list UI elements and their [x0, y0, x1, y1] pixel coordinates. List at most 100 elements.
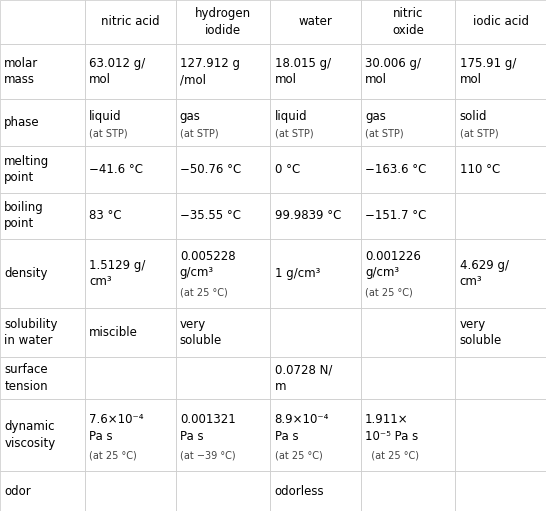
Bar — [361, 43, 455, 99]
Bar — [455, 193, 546, 239]
Text: 1.5129 g/
cm³: 1.5129 g/ cm³ — [89, 259, 146, 288]
Bar — [270, 471, 361, 511]
Bar — [175, 99, 270, 146]
Text: 0.0728 N/
m: 0.0728 N/ m — [275, 363, 332, 393]
Bar — [175, 0, 270, 43]
Bar — [0, 99, 85, 146]
Text: melting
point: melting point — [4, 155, 50, 184]
Text: 18.015 g/
mol: 18.015 g/ mol — [275, 57, 331, 86]
Text: 8.9×10⁻⁴
Pa s: 8.9×10⁻⁴ Pa s — [275, 413, 329, 443]
Text: gas: gas — [365, 110, 386, 124]
Text: very
soluble: very soluble — [460, 318, 502, 347]
Bar — [175, 308, 270, 357]
Text: very
soluble: very soluble — [180, 318, 222, 347]
Bar — [455, 99, 546, 146]
Bar — [270, 99, 361, 146]
Text: nitric acid: nitric acid — [101, 15, 159, 28]
Bar — [175, 43, 270, 99]
Text: −41.6 °C: −41.6 °C — [89, 163, 143, 176]
Text: 127.912 g
/mol: 127.912 g /mol — [180, 57, 240, 86]
Text: −35.55 °C: −35.55 °C — [180, 209, 241, 222]
Text: dynamic
viscosity: dynamic viscosity — [4, 421, 56, 450]
Text: odorless: odorless — [275, 484, 324, 498]
Bar — [0, 399, 85, 471]
Text: phase: phase — [4, 116, 40, 129]
Text: solubility
in water: solubility in water — [4, 318, 58, 347]
Bar — [0, 193, 85, 239]
Bar — [270, 43, 361, 99]
Text: 7.6×10⁻⁴
Pa s: 7.6×10⁻⁴ Pa s — [89, 413, 144, 443]
Text: (at STP): (at STP) — [89, 128, 128, 138]
Text: 30.006 g/
mol: 30.006 g/ mol — [365, 57, 421, 86]
Text: (at STP): (at STP) — [365, 128, 403, 138]
Text: water: water — [299, 15, 333, 28]
Text: (at STP): (at STP) — [275, 128, 313, 138]
Bar — [85, 99, 175, 146]
Bar — [455, 357, 546, 399]
Text: 110 °C: 110 °C — [460, 163, 500, 176]
Bar — [455, 239, 546, 308]
Text: −163.6 °C: −163.6 °C — [365, 163, 426, 176]
Text: solid: solid — [460, 110, 487, 124]
Bar — [85, 43, 175, 99]
Text: 83 °C: 83 °C — [89, 209, 122, 222]
Text: 1.911×
10⁻⁵ Pa s: 1.911× 10⁻⁵ Pa s — [365, 413, 418, 443]
Bar — [270, 0, 361, 43]
Bar — [455, 399, 546, 471]
Bar — [361, 239, 455, 308]
Text: 175.91 g/
mol: 175.91 g/ mol — [460, 57, 516, 86]
Bar — [270, 357, 361, 399]
Text: hydrogen
iodide: hydrogen iodide — [195, 7, 251, 37]
Text: density: density — [4, 267, 48, 280]
Text: 0.005228
g/cm³: 0.005228 g/cm³ — [180, 250, 235, 279]
Bar — [361, 193, 455, 239]
Bar — [0, 0, 85, 43]
Bar — [85, 0, 175, 43]
Text: nitric
oxide: nitric oxide — [392, 7, 424, 37]
Bar — [0, 43, 85, 99]
Text: 0.001226
g/cm³: 0.001226 g/cm³ — [365, 250, 421, 279]
Bar — [455, 43, 546, 99]
Bar — [85, 399, 175, 471]
Bar — [0, 308, 85, 357]
Bar — [361, 471, 455, 511]
Bar — [175, 399, 270, 471]
Bar — [361, 146, 455, 193]
Bar — [361, 308, 455, 357]
Text: gas: gas — [180, 110, 201, 124]
Text: liquid: liquid — [89, 110, 122, 124]
Text: molar
mass: molar mass — [4, 57, 39, 86]
Bar — [361, 99, 455, 146]
Text: 4.629 g/
cm³: 4.629 g/ cm³ — [460, 259, 509, 288]
Bar — [0, 146, 85, 193]
Bar — [85, 193, 175, 239]
Text: −151.7 °C: −151.7 °C — [365, 209, 426, 222]
Bar — [0, 471, 85, 511]
Bar — [0, 357, 85, 399]
Text: liquid: liquid — [275, 110, 307, 124]
Text: (at 25 °C): (at 25 °C) — [275, 450, 322, 460]
Bar — [455, 471, 546, 511]
Bar — [270, 308, 361, 357]
Text: (at 25 °C): (at 25 °C) — [365, 288, 413, 298]
Bar — [0, 239, 85, 308]
Bar — [175, 193, 270, 239]
Text: iodic acid: iodic acid — [473, 15, 529, 28]
Text: 1 g/cm³: 1 g/cm³ — [275, 267, 320, 280]
Bar — [361, 357, 455, 399]
Text: miscible: miscible — [89, 326, 138, 339]
Bar — [85, 239, 175, 308]
Bar — [455, 0, 546, 43]
Text: 99.9839 °C: 99.9839 °C — [275, 209, 341, 222]
Text: surface
tension: surface tension — [4, 363, 48, 393]
Text: −50.76 °C: −50.76 °C — [180, 163, 241, 176]
Bar — [361, 0, 455, 43]
Text: (at −39 °C): (at −39 °C) — [180, 450, 235, 460]
Text: boiling
point: boiling point — [4, 201, 44, 230]
Text: 0 °C: 0 °C — [275, 163, 300, 176]
Bar — [361, 399, 455, 471]
Bar — [270, 146, 361, 193]
Bar — [85, 357, 175, 399]
Text: odor: odor — [4, 484, 31, 498]
Text: 63.012 g/
mol: 63.012 g/ mol — [89, 57, 145, 86]
